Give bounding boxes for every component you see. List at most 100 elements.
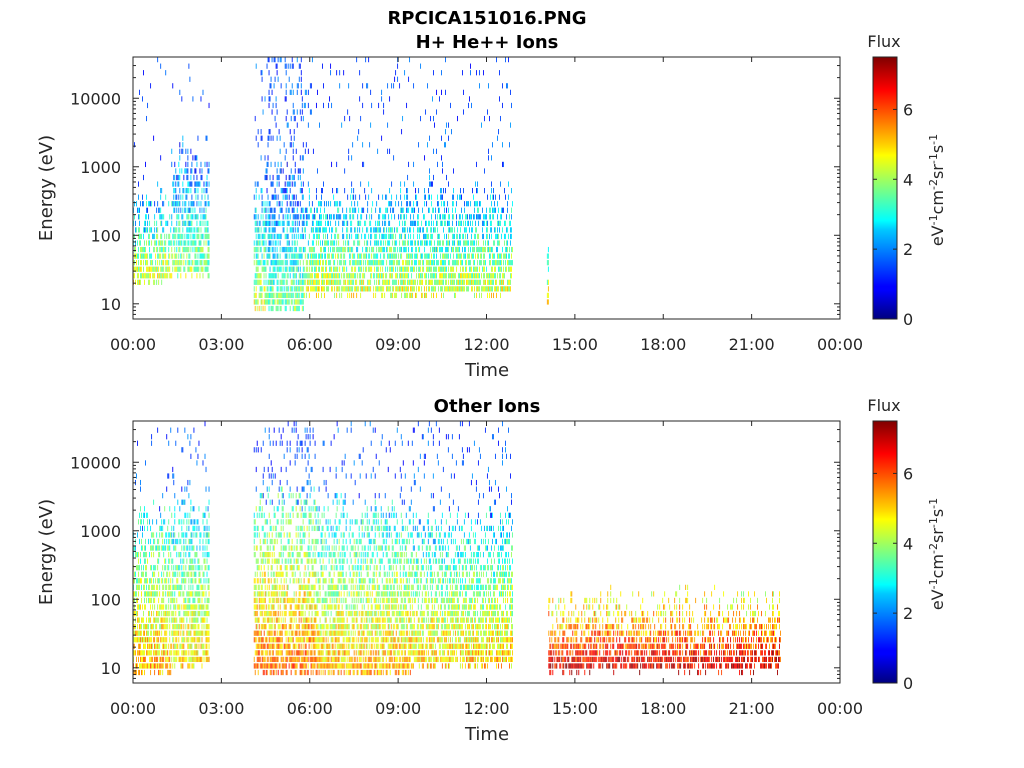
spectrogram-cell bbox=[259, 604, 261, 610]
spectrogram-cell bbox=[137, 663, 138, 669]
spectrogram-cell bbox=[149, 617, 151, 623]
spectrogram-cell bbox=[446, 286, 447, 292]
spectrogram-cell bbox=[414, 207, 416, 213]
spectrogram-cell bbox=[280, 260, 282, 266]
spectrogram-cell bbox=[486, 273, 487, 279]
spectrogram-cell bbox=[180, 617, 182, 623]
spectrogram-cell bbox=[291, 260, 293, 266]
spectrogram-cell bbox=[180, 260, 182, 266]
spectrogram-cell bbox=[438, 286, 439, 292]
spectrogram-cell bbox=[206, 260, 208, 266]
spectrogram-cell bbox=[208, 253, 210, 259]
spectrogram-cell bbox=[500, 266, 501, 272]
spectrogram-cell bbox=[341, 292, 343, 299]
spectrogram-cell bbox=[346, 286, 348, 292]
spectrogram-cell bbox=[193, 201, 195, 207]
spectrogram-cell bbox=[188, 538, 190, 545]
spectrogram-cell bbox=[260, 299, 262, 305]
spectrogram-cell bbox=[412, 246, 414, 253]
spectrogram-cell bbox=[136, 637, 137, 643]
spectrogram-cell bbox=[293, 253, 295, 259]
spectrogram-cell bbox=[183, 591, 185, 597]
spectrogram-cell bbox=[489, 279, 490, 285]
spectrogram-cell bbox=[311, 201, 313, 207]
spectrogram-cell bbox=[279, 305, 281, 312]
spectrogram-cell bbox=[143, 584, 144, 590]
spectrogram-cell bbox=[336, 214, 338, 220]
spectrogram-cell bbox=[194, 597, 196, 604]
spectrogram-cell bbox=[265, 266, 267, 272]
spectrogram-cell bbox=[282, 279, 284, 285]
spectrogram-cell bbox=[402, 266, 404, 272]
spectrogram-cell bbox=[467, 201, 468, 207]
spectrogram-cell bbox=[326, 260, 327, 266]
spectrogram-cell bbox=[547, 266, 549, 272]
spectrogram-cell bbox=[349, 286, 351, 292]
spectrogram-cell bbox=[183, 188, 185, 194]
spectrogram-cell bbox=[337, 188, 339, 194]
spectrogram-cell bbox=[426, 227, 428, 233]
spectrogram-cell bbox=[169, 506, 171, 512]
spectrogram-cell bbox=[141, 663, 142, 669]
spectrogram-cell bbox=[181, 148, 183, 154]
spectrogram-cell bbox=[464, 273, 465, 279]
spectrogram-cell bbox=[363, 253, 365, 259]
spectrogram-cell bbox=[134, 643, 135, 649]
spectrogram-cell bbox=[354, 253, 356, 259]
spectrogram-cell bbox=[176, 624, 178, 630]
spectrogram-cell bbox=[371, 233, 373, 240]
spectrogram-cell bbox=[182, 188, 184, 194]
spectrogram-cell bbox=[451, 246, 452, 253]
spectrogram-cell bbox=[256, 610, 258, 617]
spectrogram-cell bbox=[178, 174, 180, 181]
spectrogram-cell bbox=[191, 637, 193, 643]
spectrogram-cell bbox=[353, 214, 355, 220]
spectrogram-cell bbox=[328, 279, 330, 285]
spectrogram-cell bbox=[344, 115, 346, 122]
spectrogram-cell bbox=[491, 220, 492, 226]
spectrogram-cells-top bbox=[133, 57, 549, 312]
spectrogram-cell bbox=[258, 650, 260, 656]
spectrogram-cell bbox=[136, 260, 137, 266]
spectrogram-cell bbox=[433, 253, 434, 259]
spectrogram-cell bbox=[385, 194, 387, 200]
spectrogram-cell bbox=[181, 584, 183, 590]
spectrogram-cell bbox=[170, 584, 172, 590]
spectrogram-cell bbox=[296, 227, 298, 233]
spectrogram-cell bbox=[182, 578, 184, 584]
spectrogram-cell bbox=[259, 591, 261, 597]
spectrogram-cell bbox=[187, 610, 189, 617]
spectrogram-cell bbox=[461, 253, 462, 259]
colorbar-tick-label: 0 bbox=[903, 310, 913, 329]
spectrogram-cell bbox=[169, 610, 171, 617]
spectrogram-cell bbox=[163, 610, 165, 617]
spectrogram-cell bbox=[357, 260, 359, 266]
spectrogram-cell bbox=[162, 493, 164, 499]
spectrogram-cell bbox=[257, 591, 259, 597]
spectrogram-cell bbox=[483, 279, 484, 285]
spectrogram-cell bbox=[312, 286, 314, 292]
spectrogram-cell bbox=[258, 233, 260, 240]
spectrogram-cell bbox=[254, 610, 256, 617]
spectrogram-cell bbox=[289, 273, 291, 279]
spectrogram-cell bbox=[257, 447, 259, 453]
spectrogram-cell bbox=[354, 286, 356, 292]
spectrogram-cell bbox=[309, 286, 311, 292]
spectrogram-cell bbox=[201, 624, 203, 630]
spectrogram-cell bbox=[186, 174, 188, 181]
spectrogram-cell bbox=[282, 266, 284, 272]
spectrogram-cell bbox=[376, 240, 378, 246]
spectrogram-cell bbox=[478, 246, 479, 253]
spectrogram-cell bbox=[315, 260, 317, 266]
spectrogram-cell bbox=[186, 519, 188, 525]
spectrogram-cell bbox=[400, 188, 402, 194]
spectrogram-cell bbox=[327, 279, 328, 285]
spectrogram-cell bbox=[255, 624, 257, 630]
spectrogram-cell bbox=[347, 233, 349, 240]
spectrogram-cell bbox=[154, 538, 156, 545]
spectrogram-cell bbox=[255, 227, 257, 233]
spectrogram-cell bbox=[174, 161, 176, 168]
spectrogram-cell bbox=[161, 610, 163, 617]
spectrogram-cell bbox=[206, 266, 208, 272]
spectrogram-cell bbox=[424, 240, 426, 246]
